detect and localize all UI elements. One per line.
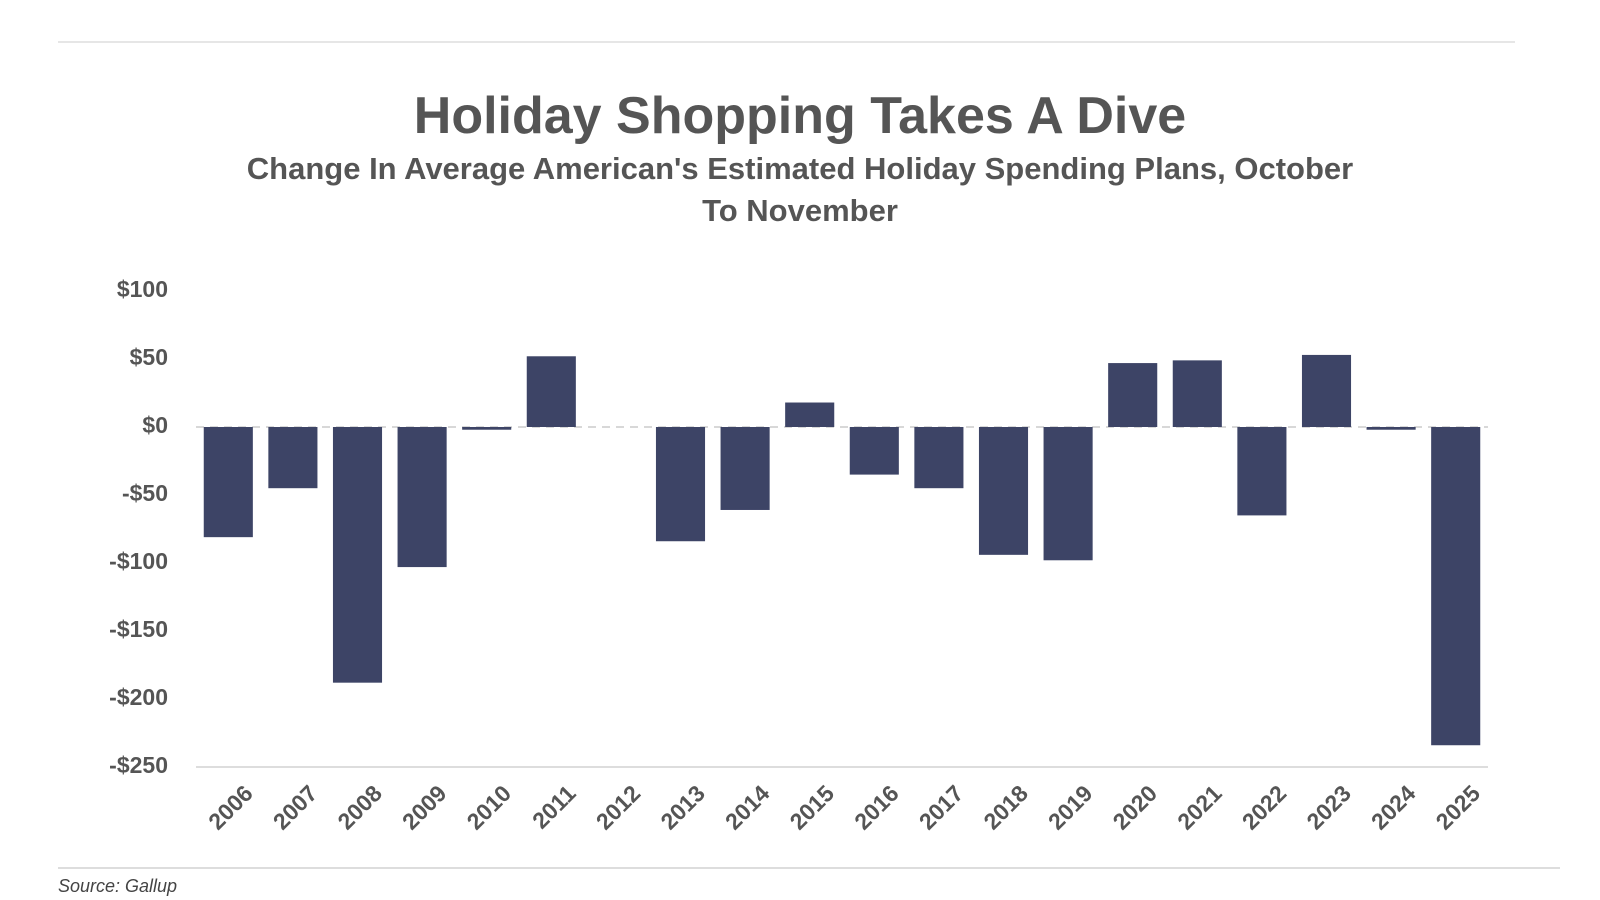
y-tick-label: -$200 [109,684,168,710]
x-tick-label: 2012 [591,780,646,835]
bar [1108,363,1158,427]
x-tick-label: 2019 [1043,780,1098,835]
x-tick-label: 2018 [978,780,1033,835]
bar [462,427,512,430]
y-tick-label: $100 [117,276,168,302]
bar [720,427,770,510]
x-tick-label: 2023 [1301,780,1356,835]
x-tick-label: 2008 [332,780,387,835]
bar [914,427,964,489]
bar [526,356,576,427]
x-tick-label: 2017 [914,780,969,835]
x-tick-label: 2013 [655,780,710,835]
x-tick-label: 2025 [1431,780,1486,835]
bar [785,402,835,427]
bar [1301,354,1352,427]
x-tick-label: 2021 [1172,780,1227,835]
chart-title: Holiday Shopping Takes A Dive [413,87,1187,145]
bar [1431,427,1481,746]
x-tick-label: 2024 [1366,780,1421,835]
y-tick-label: $50 [130,344,168,370]
x-tick-label: 2010 [462,780,517,835]
x-tick-label: 2009 [397,780,452,835]
bar [655,427,706,542]
x-tick-label: 2015 [785,780,840,835]
x-tick-label: 2007 [268,780,323,835]
y-tick-label: -$50 [122,480,168,506]
bar [1043,427,1093,561]
y-tick-label: -$100 [109,548,168,574]
bar [849,427,899,475]
y-tick-label: -$150 [109,616,168,642]
x-tick-label: 2016 [849,780,904,835]
bar [397,427,447,568]
bar [332,427,383,683]
chart-subtitle: Change In Average American's Estimated H… [246,151,1354,228]
x-tick-label: 2011 [527,780,581,834]
x-tick-label: 2014 [720,780,775,835]
x-tick-label: 2020 [1108,780,1163,835]
bar [203,427,253,538]
x-tick-label: 2022 [1237,780,1292,835]
y-tick-label: $0 [142,412,168,438]
source: Source: Gallup [58,876,178,896]
bar [978,427,1029,555]
bar [1237,427,1287,516]
bar [268,427,318,489]
bar [1172,360,1222,427]
bar [1366,427,1416,430]
y-tick-label: -$250 [109,752,168,778]
x-tick-label: 2006 [203,780,258,835]
